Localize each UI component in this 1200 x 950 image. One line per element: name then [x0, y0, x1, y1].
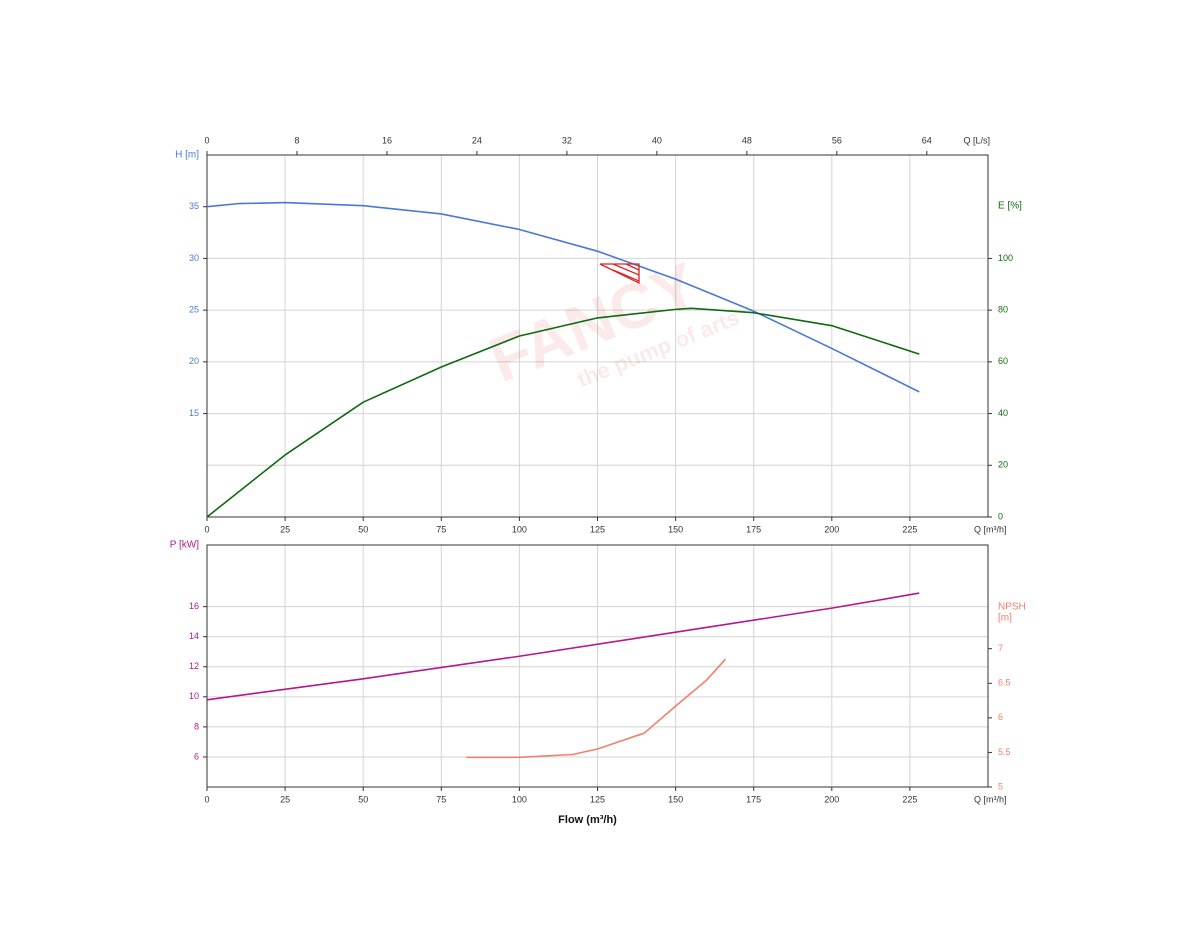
y-tick-label: 30	[189, 253, 199, 263]
x2-tick-label: 48	[742, 135, 752, 145]
y2-tick-label: 60	[998, 356, 1008, 366]
x-tick-label: 150	[668, 524, 683, 534]
x2-tick-label: 24	[472, 135, 482, 145]
x-axis-label: Q [m³/h]	[974, 524, 1007, 534]
x-tick-label: 100	[512, 524, 527, 534]
y-tick-label: 8	[194, 721, 199, 731]
x2-axis-label: Q [L/s]	[963, 135, 990, 145]
x2-tick-label: 16	[382, 135, 392, 145]
x2-tick-label: 8	[294, 135, 299, 145]
x-tick-label: 0	[204, 794, 209, 804]
x-tick-label: 75	[436, 524, 446, 534]
curve	[206, 592, 920, 701]
y-tick-label: 12	[189, 661, 199, 671]
y2-tick-label: 0	[998, 511, 1003, 521]
x-tick-label: 25	[280, 794, 290, 804]
y-tick-label: 6	[194, 751, 199, 761]
x-tick-label: 225	[902, 794, 917, 804]
y-tick-label: 20	[189, 356, 199, 366]
y2-axis-label: E [%]	[998, 200, 1022, 211]
y-tick-label: 25	[189, 305, 199, 315]
x-tick-label: 200	[824, 524, 839, 534]
x2-tick-label: 64	[922, 135, 932, 145]
y2-tick-label: 5.5	[998, 747, 1011, 757]
y2-tick-label: 5	[998, 781, 1003, 791]
x-tick-label: 125	[590, 794, 605, 804]
hatch	[612, 263, 640, 276]
y2-tick-label: 6.5	[998, 678, 1011, 688]
y-axis-label: P [kW]	[170, 540, 199, 551]
y2-tick-label: 40	[998, 408, 1008, 418]
operating-marker	[599, 263, 640, 285]
x-tick-label: 175	[746, 794, 761, 804]
y2-axis-label: NPSH	[998, 602, 1026, 613]
x-tick-label: 0	[204, 524, 209, 534]
curve	[206, 201, 920, 393]
x-tick-label: 50	[358, 524, 368, 534]
y2-tick-label: 7	[998, 643, 1003, 653]
y2-tick-label: 6	[998, 712, 1003, 722]
x-tick-label: 200	[824, 794, 839, 804]
x-tick-label: 25	[280, 524, 290, 534]
x-tick-label: 50	[358, 794, 368, 804]
y2-tick-label: 80	[998, 305, 1008, 315]
x2-tick-label: 40	[652, 135, 662, 145]
y2-tick-label: 20	[998, 460, 1008, 470]
x-tick-label: 150	[668, 794, 683, 804]
x2-tick-label: 32	[562, 135, 572, 145]
curve	[206, 307, 920, 518]
y-tick-label: 14	[189, 631, 199, 641]
plot-frame	[206, 154, 989, 518]
hatch	[625, 263, 640, 271]
hatch	[612, 269, 640, 282]
y-tick-label: 16	[189, 601, 199, 611]
y-axis-label: H [m]	[175, 150, 199, 161]
y2-tick-label: 100	[998, 253, 1013, 263]
y-tick-label: 35	[189, 201, 199, 211]
x2-tick-label: 56	[832, 135, 842, 145]
x-tick-label: 225	[902, 524, 917, 534]
x-tick-label: 175	[746, 524, 761, 534]
x-tick-label: 75	[436, 794, 446, 804]
x-tick-label: 125	[590, 524, 605, 534]
plot-frame	[206, 544, 989, 788]
x2-tick-label: 0	[204, 135, 209, 145]
y-tick-label: 10	[189, 691, 199, 701]
x-tick-label: 100	[512, 794, 527, 804]
y2-axis-label: [m]	[998, 613, 1012, 624]
x-axis-label: Q [m³/h]	[974, 794, 1007, 804]
curve	[466, 658, 727, 759]
tolerance-triangle	[599, 263, 640, 285]
x-axis-title: Flow (m³/h)	[558, 814, 617, 826]
y-tick-label: 15	[189, 408, 199, 418]
